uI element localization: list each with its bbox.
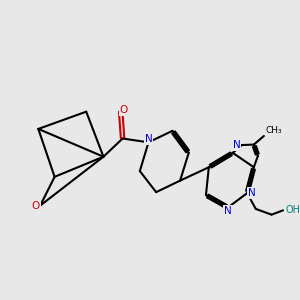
- Text: N: N: [224, 206, 232, 216]
- Text: CH₃: CH₃: [265, 125, 282, 134]
- Text: O: O: [119, 105, 128, 115]
- Text: N: N: [233, 140, 241, 150]
- Text: N: N: [248, 188, 255, 198]
- Text: O: O: [32, 201, 40, 211]
- Text: OH: OH: [285, 205, 300, 215]
- Text: N: N: [145, 134, 152, 144]
